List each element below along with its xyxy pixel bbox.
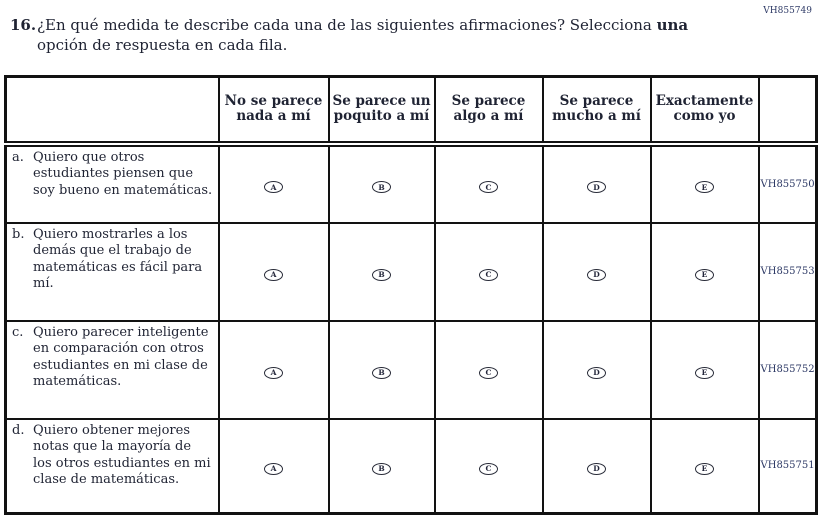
statement-text-c: Quiero parecer inteligente en comparació… (33, 324, 209, 390)
response-bubble-d-d[interactable]: D (587, 463, 606, 475)
table-row-b: b. Quiero mostrarles a los demás que el … (4, 221, 818, 322)
header-option-b: Se parece un poquito a mí (327, 75, 436, 147)
statement-text-b: Quiero mostrarles a los demás que el tra… (33, 226, 203, 292)
cell-c-option-d: D (541, 319, 652, 420)
response-bubble-a-c[interactable]: C (479, 181, 498, 194)
response-bubble-b-e[interactable]: E (695, 268, 714, 281)
response-bubble-d-a[interactable]: A (264, 463, 283, 475)
response-bubble-a-b[interactable]: B (372, 181, 391, 194)
header-option-c: Se parece algo a mí (433, 75, 544, 147)
table-row-a: a. Quiero que otros estudiantes piensen … (4, 142, 818, 224)
cell-d-option-e: E (649, 417, 760, 515)
statement-a: a. Quiero que otros estudiantes piensen … (4, 142, 220, 224)
table-row-c: c. Quiero parecer inteligente en compara… (4, 319, 818, 420)
response-bubble-d-c[interactable]: C (479, 463, 498, 475)
cell-b-option-a: A (217, 221, 330, 322)
response-bubble-c-b[interactable]: B (372, 366, 391, 379)
cell-a-option-e: E (649, 142, 760, 224)
response-bubble-c-e[interactable]: E (695, 366, 714, 379)
response-bubble-b-c[interactable]: C (479, 268, 498, 281)
response-bubble-a-e[interactable]: E (695, 181, 714, 194)
header-option-e: Exactamente como yo (649, 75, 760, 147)
row-letter-b: b. (12, 226, 25, 242)
item-code-d: VH855751 (757, 417, 818, 515)
cell-c-option-b: B (327, 319, 436, 420)
cell-a-option-d: D (541, 142, 652, 224)
response-bubble-b-b[interactable]: B (372, 268, 391, 281)
cell-d-option-b: B (327, 417, 436, 515)
question-text: ¿En qué medida te describe cada una de l… (37, 15, 757, 55)
cell-a-option-b: B (327, 142, 436, 224)
question-number: 16. (10, 16, 37, 34)
statement-c: c. Quiero parecer inteligente en compara… (4, 319, 220, 420)
cell-d-option-d: D (541, 417, 652, 515)
response-bubble-a-a[interactable]: A (264, 181, 283, 194)
cell-a-option-c: C (433, 142, 544, 224)
item-code-b: VH855753 (757, 221, 818, 322)
cell-b-option-e: E (649, 221, 760, 322)
table-row-d: d. Quiero obtener mejores notas que la m… (4, 417, 818, 515)
response-bubble-c-c[interactable]: C (479, 366, 498, 379)
cell-b-option-d: D (541, 221, 652, 322)
header-option-a: No se parece nada a mí (217, 75, 330, 147)
response-bubble-b-a[interactable]: A (264, 268, 283, 281)
row-letter-c: c. (12, 324, 24, 340)
statement-b: b. Quiero mostrarles a los demás que el … (4, 221, 220, 322)
header-empty-code (757, 75, 818, 147)
response-bubble-b-d[interactable]: D (587, 268, 606, 281)
response-bubble-a-d[interactable]: D (587, 181, 606, 194)
row-letter-d: d. (12, 422, 25, 438)
response-bubble-c-a[interactable]: A (264, 366, 283, 379)
cell-b-option-b: B (327, 221, 436, 322)
page-accession-code: VH855749 (763, 6, 812, 16)
question-text-main: ¿En qué medida te describe cada una de l… (37, 16, 652, 34)
question-text-line2: opción de respuesta en cada fila. (37, 36, 288, 54)
response-bubble-d-b[interactable]: B (372, 463, 391, 475)
cell-a-option-a: A (217, 142, 330, 224)
response-bubble-d-e[interactable]: E (695, 463, 714, 475)
cell-c-option-e: E (649, 319, 760, 420)
response-bubble-c-d[interactable]: D (587, 366, 606, 379)
row-letter-a: a. (12, 149, 24, 165)
header-row: No se parece nada a mí Se parece un poqu… (4, 75, 818, 147)
response-matrix-table: No se parece nada a mí Se parece un poqu… (4, 75, 818, 515)
question-text-bold-word: una (656, 16, 689, 34)
cell-c-option-a: A (217, 319, 330, 420)
cell-d-option-a: A (217, 417, 330, 515)
header-empty-statement (4, 75, 220, 147)
statement-text-a: Quiero que otros estudiantes piensen que… (33, 149, 213, 198)
item-code-a: VH855750 (757, 142, 818, 224)
statement-d: d. Quiero obtener mejores notas que la m… (4, 417, 220, 515)
question-block: 16.¿En qué medida te describe cada una d… (10, 15, 770, 55)
statement-text-d: Quiero obtener mejores notas que la mayo… (33, 422, 211, 488)
cell-b-option-c: C (433, 221, 544, 322)
cell-c-option-c: C (433, 319, 544, 420)
cell-d-option-c: C (433, 417, 544, 515)
header-option-d: Se parece mucho a mí (541, 75, 652, 147)
item-code-c: VH855752 (757, 319, 818, 420)
